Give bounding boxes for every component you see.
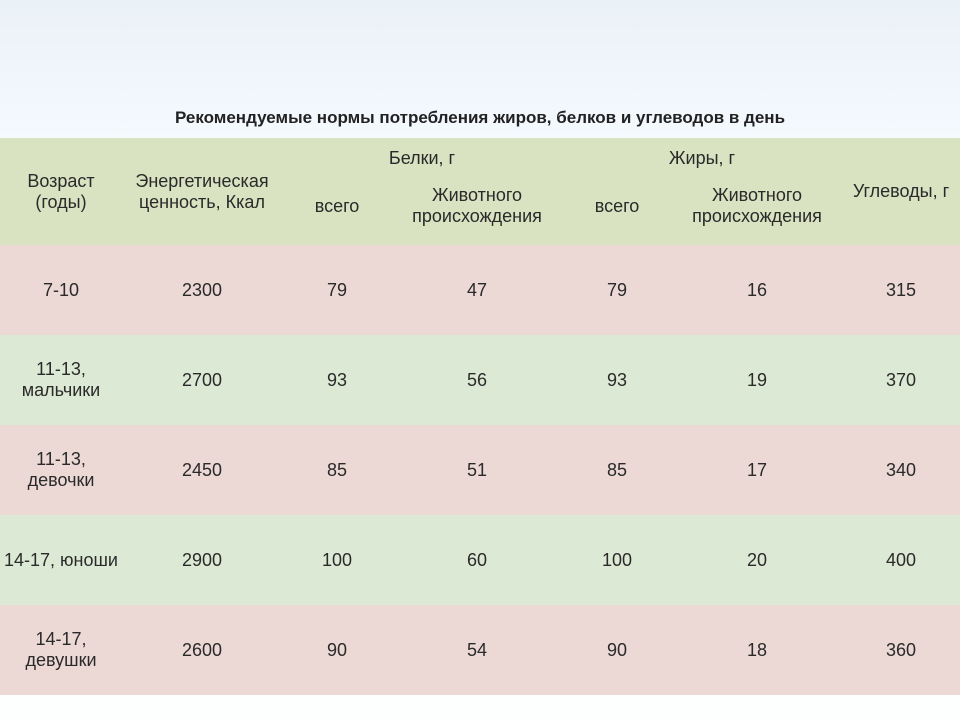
cell-fats_animal: 20 xyxy=(672,515,842,605)
header-proteins-animal: Животного происхождения xyxy=(392,179,562,245)
table-row: 11-13, девочки245085518517340 xyxy=(0,425,960,515)
cell-energy: 2450 xyxy=(122,425,282,515)
cell-age: 7-10 xyxy=(0,245,122,335)
header-carbs: Углеводы, г xyxy=(842,138,960,245)
cell-carbs: 340 xyxy=(842,425,960,515)
cell-fats_total: 93 xyxy=(562,335,672,425)
nutrition-table: Возраст (годы) Энергетическая ценность, … xyxy=(0,138,960,695)
cell-energy: 2900 xyxy=(122,515,282,605)
cell-age: 11-13, девочки xyxy=(0,425,122,515)
cell-age: 11-13, мальчики xyxy=(0,335,122,425)
cell-fats_animal: 17 xyxy=(672,425,842,515)
header-fats-animal: Животного происхождения xyxy=(672,179,842,245)
cell-fats_total: 85 xyxy=(562,425,672,515)
cell-carbs: 360 xyxy=(842,605,960,695)
cell-energy: 2600 xyxy=(122,605,282,695)
cell-fats_animal: 16 xyxy=(672,245,842,335)
table-row: 11-13, мальчики270093569319370 xyxy=(0,335,960,425)
cell-fats_animal: 19 xyxy=(672,335,842,425)
cell-proteins_total: 85 xyxy=(282,425,392,515)
cell-carbs: 400 xyxy=(842,515,960,605)
cell-energy: 2300 xyxy=(122,245,282,335)
cell-proteins_animal: 51 xyxy=(392,425,562,515)
cell-proteins_total: 90 xyxy=(282,605,392,695)
header-proteins-total: всего xyxy=(282,179,392,245)
cell-age: 14-17, девушки xyxy=(0,605,122,695)
cell-proteins_animal: 60 xyxy=(392,515,562,605)
header-age: Возраст (годы) xyxy=(0,138,122,245)
cell-fats_total: 90 xyxy=(562,605,672,695)
cell-proteins_total: 79 xyxy=(282,245,392,335)
cell-proteins_total: 100 xyxy=(282,515,392,605)
cell-fats_total: 79 xyxy=(562,245,672,335)
table-row: 14-17, юноши29001006010020400 xyxy=(0,515,960,605)
cell-age: 14-17, юноши xyxy=(0,515,122,605)
cell-carbs: 315 xyxy=(842,245,960,335)
cell-fats_animal: 18 xyxy=(672,605,842,695)
cell-energy: 2700 xyxy=(122,335,282,425)
page-title: Рекомендуемые нормы потребления жиров, б… xyxy=(0,0,960,138)
header-fats-group: Жиры, г xyxy=(562,138,842,179)
header-proteins-group: Белки, г xyxy=(282,138,562,179)
cell-fats_total: 100 xyxy=(562,515,672,605)
cell-carbs: 370 xyxy=(842,335,960,425)
table-row: 7-10230079477916315 xyxy=(0,245,960,335)
cell-proteins_total: 93 xyxy=(282,335,392,425)
table-row: 14-17, девушки260090549018360 xyxy=(0,605,960,695)
header-fats-total: всего xyxy=(562,179,672,245)
cell-proteins_animal: 47 xyxy=(392,245,562,335)
cell-proteins_animal: 54 xyxy=(392,605,562,695)
header-energy: Энергетическая ценность, Ккал xyxy=(122,138,282,245)
cell-proteins_animal: 56 xyxy=(392,335,562,425)
